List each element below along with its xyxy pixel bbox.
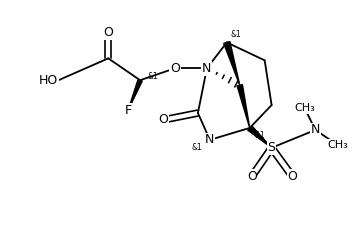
- Text: &1: &1: [192, 143, 203, 152]
- Text: O: O: [158, 114, 168, 126]
- Text: &1: &1: [147, 72, 158, 81]
- Text: CH₃: CH₃: [294, 103, 315, 113]
- Text: N: N: [205, 133, 215, 146]
- Text: O: O: [170, 62, 180, 75]
- Text: HO: HO: [39, 74, 58, 87]
- Text: O: O: [247, 170, 257, 183]
- Text: F: F: [125, 104, 132, 117]
- Polygon shape: [224, 42, 240, 85]
- Text: O: O: [103, 26, 113, 39]
- Text: S: S: [268, 141, 276, 154]
- Text: N: N: [202, 62, 212, 75]
- Polygon shape: [128, 79, 142, 110]
- Polygon shape: [248, 126, 272, 148]
- Polygon shape: [237, 85, 250, 128]
- Text: CH₃: CH₃: [327, 140, 348, 150]
- Text: &1: &1: [231, 30, 241, 39]
- Text: N: N: [311, 123, 320, 137]
- Text: &1: &1: [255, 131, 265, 140]
- Text: O: O: [288, 170, 297, 183]
